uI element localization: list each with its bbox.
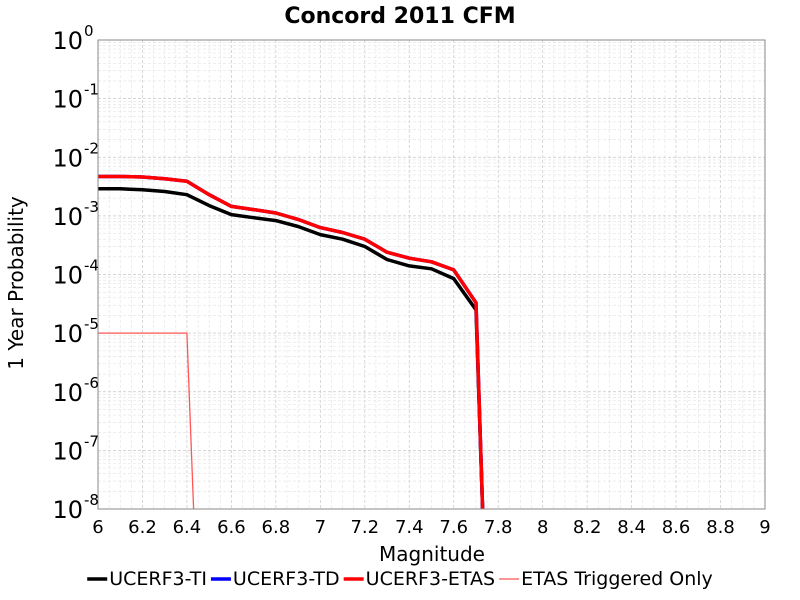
y-tick-exponent: -4: [84, 257, 99, 275]
x-tick-label: 6.8: [262, 517, 291, 538]
x-tick-label: 7.2: [350, 517, 379, 538]
y-tick-exponent: -2: [84, 139, 99, 157]
x-tick-label: 6: [92, 517, 103, 538]
x-tick-label: 9: [759, 517, 770, 538]
y-tick-label: 10: [52, 379, 83, 407]
series-layer: [98, 174, 485, 509]
series-line-ucerf3-etas: [98, 174, 485, 509]
y-tick-label: 10: [52, 320, 83, 348]
y-tick-exponent: -1: [84, 81, 99, 99]
x-tick-label: 6.6: [217, 517, 246, 538]
x-tick-label: 7.6: [439, 517, 468, 538]
y-tick-label: 10: [52, 262, 83, 290]
y-tick-label: 10: [52, 144, 83, 172]
series-line-etas-triggered-only: [98, 332, 195, 509]
y-tick-exponent: -8: [84, 491, 99, 509]
y-tick-exponent: -3: [84, 198, 99, 216]
x-tick-label: 8.6: [662, 517, 691, 538]
grid: [97, 39, 766, 510]
y-tick-label: 10: [52, 86, 83, 114]
legend: UCERF3-TI UCERF3-TD UCERF3-ETAS ETAS Trigge…: [87, 568, 713, 590]
y-axis-label: 1 Year Probability: [4, 196, 28, 370]
y-tick-exponent: 0: [84, 22, 94, 40]
y-tick-label: 10: [52, 496, 83, 524]
x-tick-label: 8.8: [706, 517, 735, 538]
y-tick-label: 10: [52, 27, 83, 55]
x-tick-label: 6.2: [128, 517, 157, 538]
x-tick-label: 7: [315, 517, 326, 538]
x-tick-labels: 6 6.2 6.4 6.6 6.8 7 7.2 7.4 7.6 7.8 8 8.2 8.4 8.6 8.8 9: [92, 517, 770, 538]
x-axis-label: Magnitude: [379, 542, 485, 566]
x-tick-label: 8: [537, 517, 548, 538]
legend-label-etas-triggered-only: ETAS Triggered Only: [521, 568, 713, 590]
x-tick-label: 7.4: [395, 517, 424, 538]
series-line-ucerf3-ti: [98, 187, 485, 509]
chart-title: Concord 2011 CFM: [284, 4, 515, 29]
y-tick-exponent: -5: [84, 315, 99, 333]
x-tick-label: 7.8: [484, 517, 513, 538]
legend-label-ucerf3-td: UCERF3-TD: [233, 568, 340, 590]
x-tick-label: 6.4: [173, 517, 202, 538]
x-tick-label: 8.4: [617, 517, 646, 538]
x-tick-label: 8.2: [573, 517, 602, 538]
y-tick-exponent: -6: [84, 374, 99, 392]
y-tick-exponent: -7: [84, 432, 99, 450]
y-tick-label: 10: [52, 203, 83, 231]
plot-frame: [97, 39, 766, 510]
legend-label-ucerf3-ti: UCERF3-TI: [109, 568, 207, 590]
y-tick-label: 10: [52, 437, 83, 465]
legend-label-ucerf3-etas: UCERF3-ETAS: [366, 568, 495, 590]
